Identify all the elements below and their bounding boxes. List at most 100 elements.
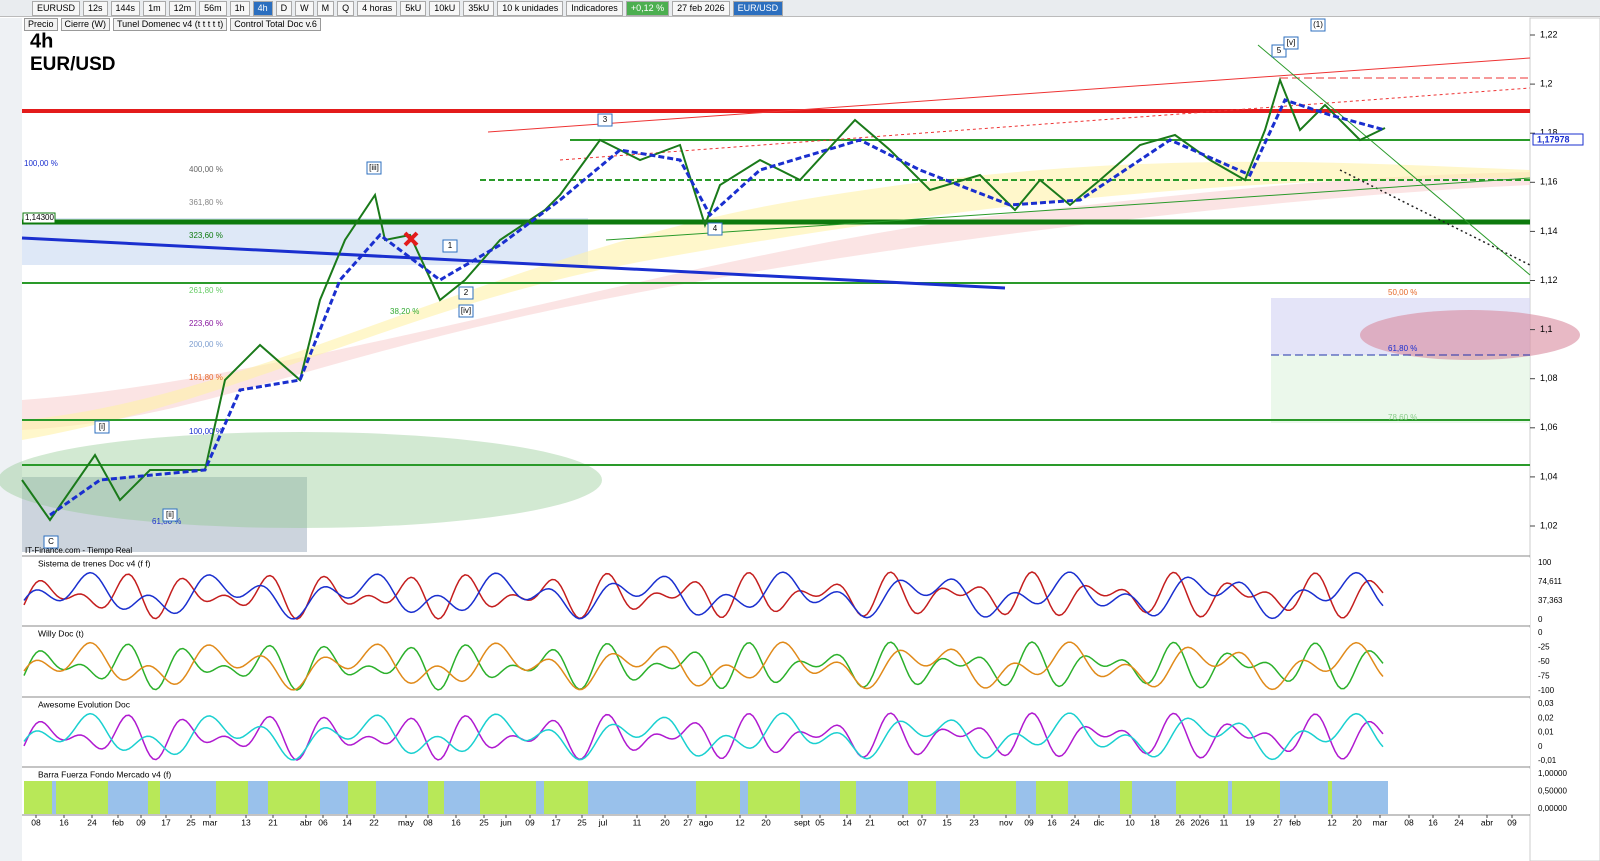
bar-stripe — [1040, 781, 1044, 814]
bar-stripe — [816, 781, 820, 814]
toolbar-button[interactable]: Indicadores — [566, 0, 623, 16]
bar-stripe — [1060, 781, 1064, 814]
bar-stripe — [100, 781, 104, 814]
bar-stripe — [316, 781, 320, 814]
date-label: sept — [794, 817, 811, 827]
panel-name: Barra Fuerza Fondo Mercado v4 (f) — [38, 769, 171, 779]
tool-column — [0, 18, 22, 861]
current-price: 1,17978 — [1537, 134, 1570, 144]
price-label: 1,16 — [1540, 177, 1558, 187]
bar-stripe — [132, 781, 136, 814]
panel-axis-label: -25 — [1538, 643, 1550, 652]
wedge-line — [1257, 44, 1531, 276]
bar-stripe — [504, 781, 508, 814]
bar-stripe — [1276, 781, 1280, 814]
toolbar-button[interactable]: +0,12 % — [625, 0, 670, 16]
oscillator — [23, 712, 1384, 761]
bar-stripe — [540, 781, 544, 814]
level-label: 1,14300 — [25, 213, 54, 222]
bar-stripe — [752, 781, 756, 814]
bar-stripe — [1048, 781, 1052, 814]
bar-stripe — [852, 781, 856, 814]
price-label: 1,18 — [1540, 128, 1558, 138]
toolbar-button[interactable]: M — [316, 0, 335, 16]
toolbar-button[interactable]: 5kU — [400, 0, 427, 16]
wave-label: C — [48, 537, 54, 546]
wave-box — [43, 535, 59, 549]
legend-item[interactable]: Control Total Doc v.6 — [230, 18, 321, 31]
legend-item[interactable]: Cierre (W) — [60, 18, 111, 31]
bar-stripe — [1208, 781, 1212, 814]
bar-stripe — [860, 781, 864, 814]
bar-stripe — [496, 781, 500, 814]
bar-stripe — [644, 781, 648, 814]
date-label: 08 — [31, 817, 41, 827]
bar-stripe — [1024, 781, 1028, 814]
bar-stripe — [996, 781, 1000, 814]
price-label: 1,04 — [1540, 471, 1558, 481]
toolbar-button[interactable]: 35kU — [463, 0, 495, 16]
wave-label: [i] — [99, 422, 105, 431]
level-tag — [22, 212, 56, 224]
toolbar-button[interactable]: D — [275, 0, 293, 16]
legend-item[interactable]: Tunel Domenec v4 (t t t t t) — [113, 18, 228, 31]
fib-label: 400,00 % — [189, 165, 223, 174]
panel-axis-label: -100 — [1538, 686, 1555, 695]
date-label: 13 — [241, 817, 251, 827]
bar-stripe — [1296, 781, 1300, 814]
toolbar-button[interactable]: Q — [337, 0, 355, 16]
bar-stripe — [884, 781, 888, 814]
bar-stripe — [312, 781, 316, 814]
bar-stripe — [272, 781, 276, 814]
bar-stripe — [1356, 781, 1360, 814]
toolbar-button[interactable]: 144s — [110, 0, 141, 16]
bar-stripe — [392, 781, 396, 814]
bar-stripe — [288, 781, 292, 814]
bar-stripe — [840, 781, 844, 814]
panel-axis-label: 0 — [1538, 742, 1543, 751]
bar-stripe — [1328, 781, 1332, 814]
bar-stripe — [864, 781, 868, 814]
toolbar-button[interactable]: 12m — [168, 0, 197, 16]
bar-stripe — [856, 781, 860, 814]
toolbar-button[interactable]: 4h — [252, 0, 273, 16]
bar-stripe — [608, 781, 612, 814]
toolbar-button[interactable]: 4 horas — [357, 0, 398, 16]
bar-stripe — [296, 781, 300, 814]
bar-stripe — [604, 781, 608, 814]
bar-stripe — [1252, 781, 1256, 814]
bar-stripe — [692, 781, 696, 814]
fib-label: 261,80 % — [189, 286, 223, 295]
bar-stripe — [300, 781, 304, 814]
bar-stripe — [372, 781, 376, 814]
oscillator — [23, 641, 1384, 691]
bar-stripe — [480, 781, 484, 814]
toolbar-button[interactable]: 27 feb 2026 — [672, 0, 730, 16]
toolbar-button[interactable]: 1m — [143, 0, 166, 16]
date-label: 20 — [660, 817, 670, 827]
bar-stripe — [544, 781, 548, 814]
toolbar-button[interactable]: EUR/USD — [732, 0, 784, 16]
bar-stripe — [896, 781, 900, 814]
channel-line — [487, 57, 1531, 133]
toolbar-button[interactable]: W — [295, 0, 314, 16]
date-label: 21 — [268, 817, 278, 827]
toolbar-button[interactable]: 1h — [229, 0, 250, 16]
bar-stripe — [1160, 781, 1164, 814]
toolbar-button[interactable]: 56m — [199, 0, 227, 16]
bar-stripe — [24, 781, 28, 814]
toolbar-button[interactable]: EURUSD — [32, 0, 81, 16]
toolbar-button[interactable]: 12s — [83, 0, 108, 16]
wave-label: [iii] — [369, 163, 379, 172]
projection — [1339, 169, 1531, 266]
bar-stripe — [804, 781, 808, 814]
toolbar-button[interactable]: 10 k unidades — [497, 0, 564, 16]
legend-item[interactable]: Precio — [24, 18, 58, 31]
panel-axis-label: 1,00000 — [1538, 769, 1567, 778]
bar-stripe — [1236, 781, 1240, 814]
toolbar-button[interactable]: 10kU — [429, 0, 461, 16]
date-label: feb — [112, 817, 124, 827]
date-label: 09 — [1024, 817, 1034, 827]
wave-box — [597, 113, 613, 127]
trend-line — [21, 236, 1006, 290]
